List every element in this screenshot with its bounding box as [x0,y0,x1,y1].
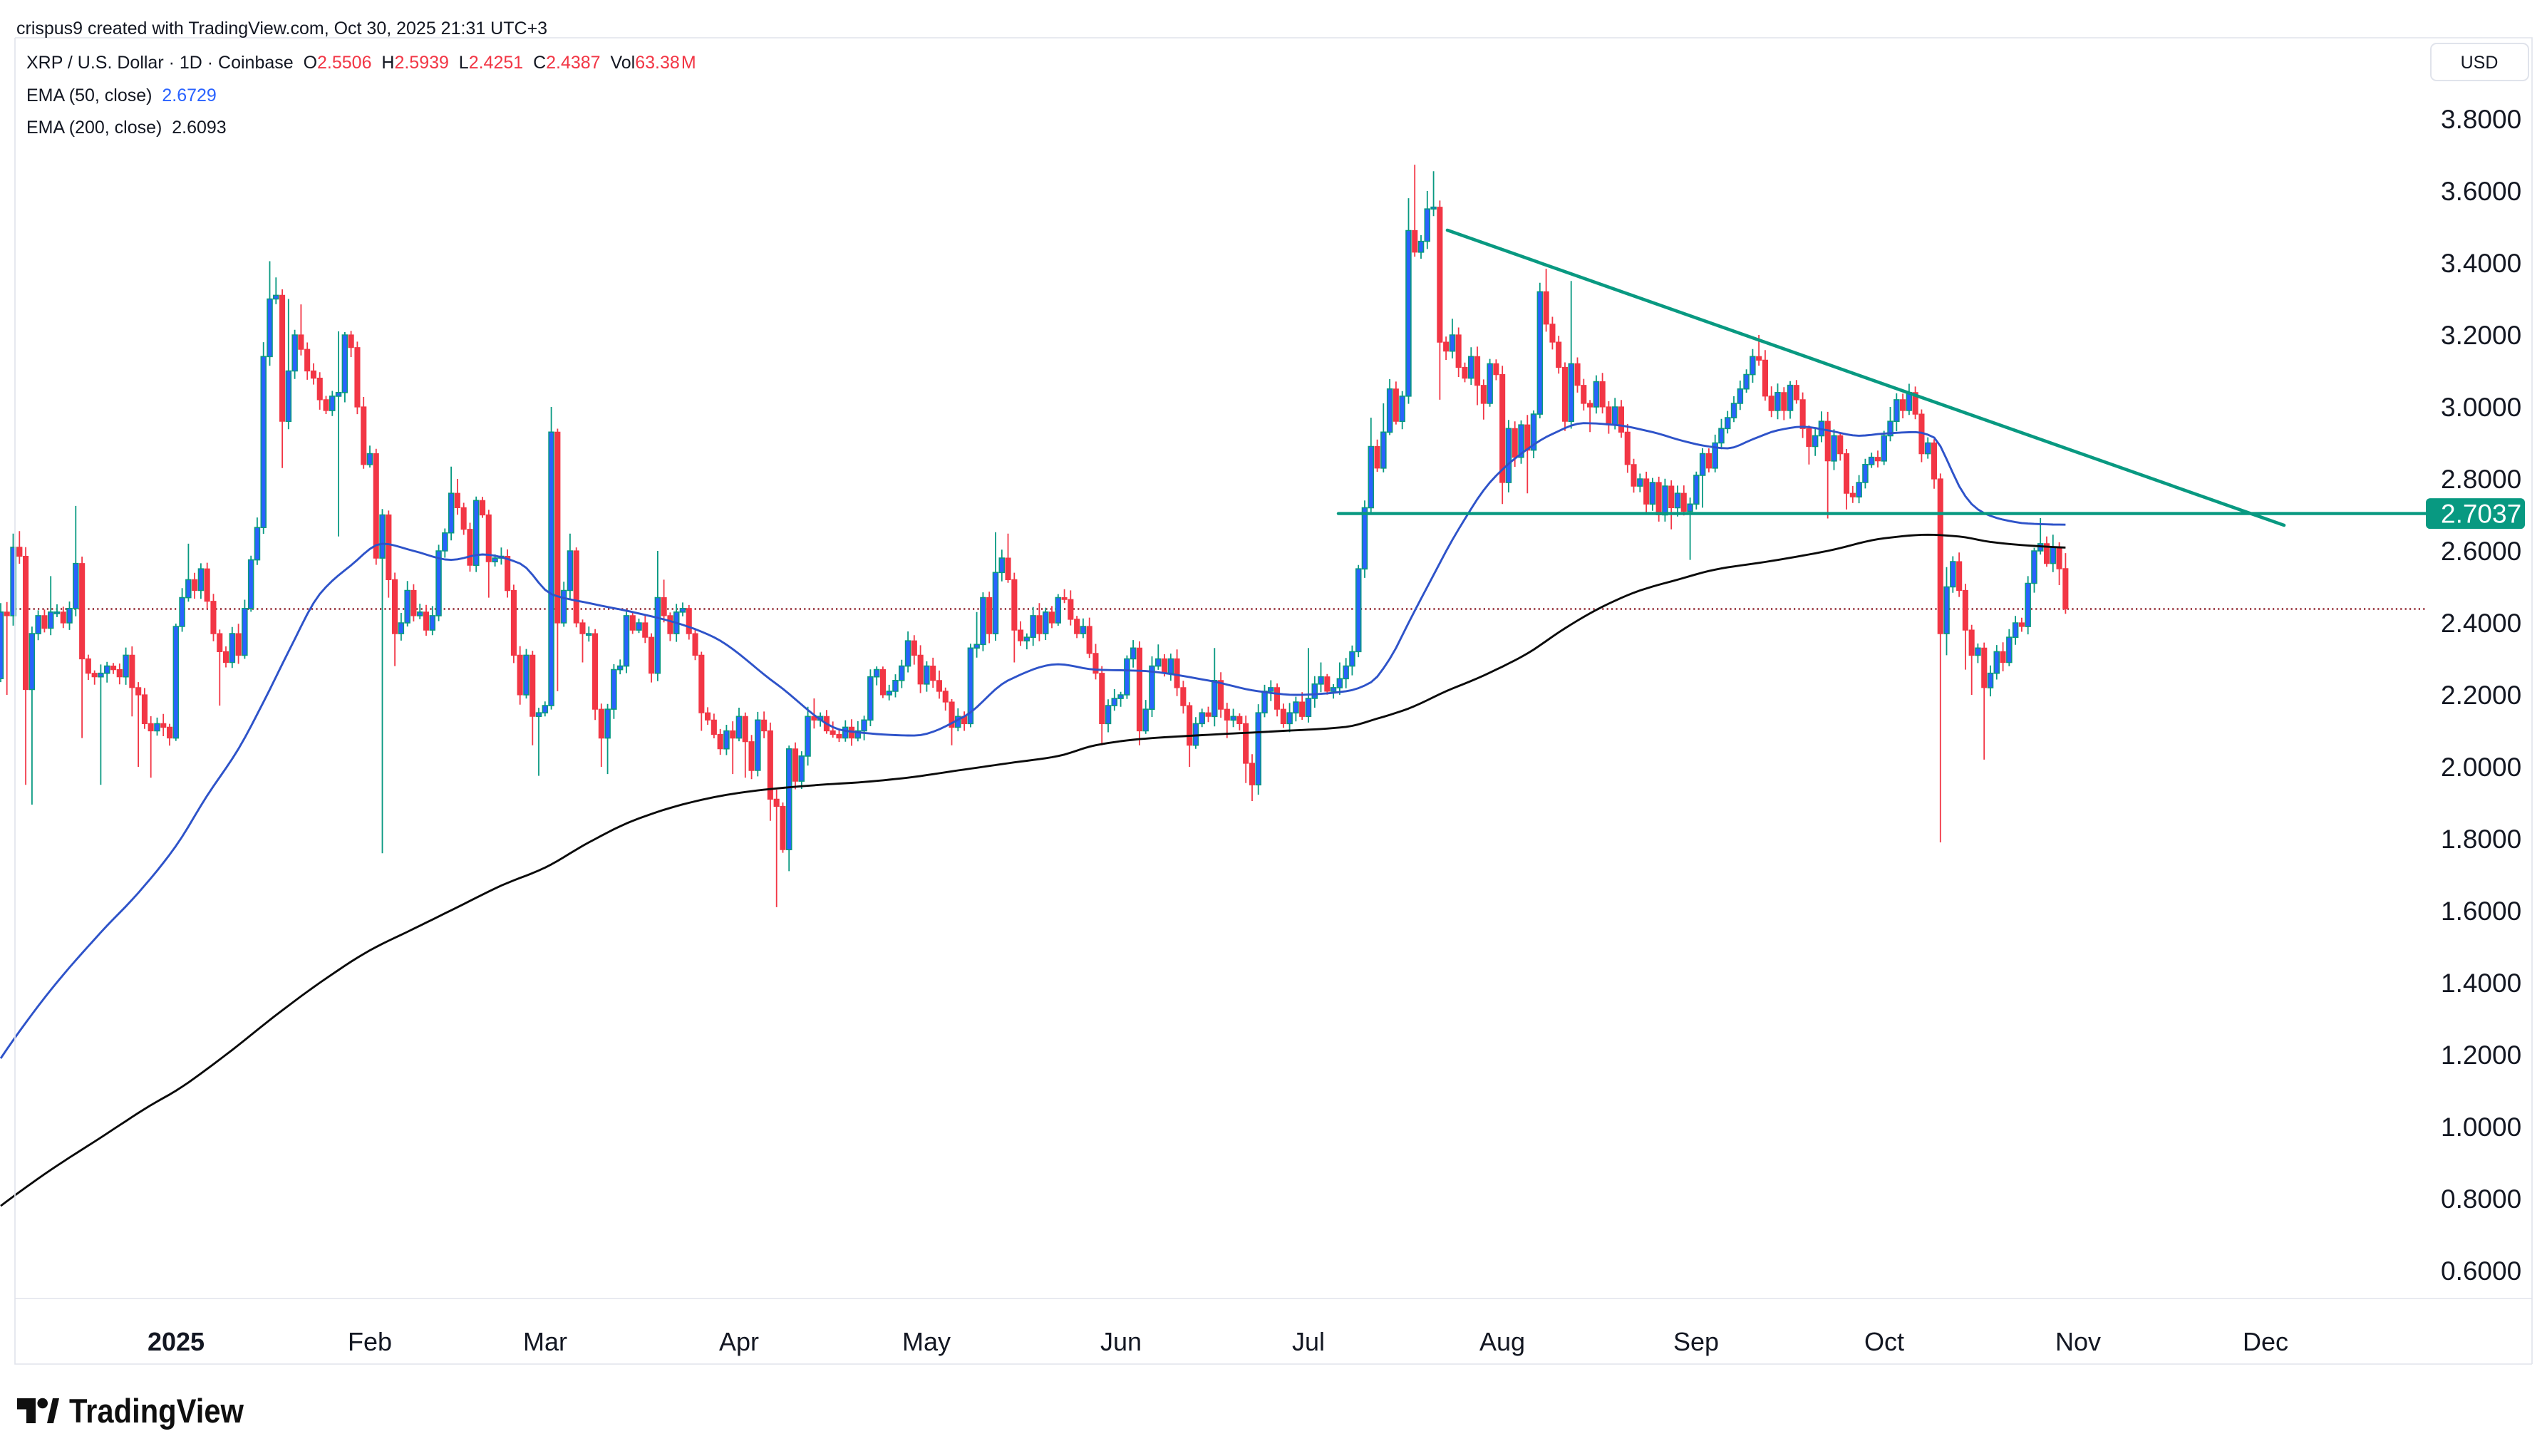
svg-text:3.2000: 3.2000 [2441,321,2521,350]
svg-text:Apr: Apr [719,1327,759,1356]
svg-text:Oct: Oct [1864,1327,1904,1356]
svg-text:Nov: Nov [2055,1327,2101,1356]
svg-text:0.6000: 0.6000 [2441,1256,2521,1286]
svg-text:Sep: Sep [1673,1327,1719,1356]
svg-text:2.2000: 2.2000 [2441,681,2521,710]
svg-text:2.7037: 2.7037 [2441,500,2521,529]
svg-text:1.0000: 1.0000 [2441,1112,2521,1142]
svg-text:3.6000: 3.6000 [2441,177,2521,206]
svg-text:2.6000: 2.6000 [2441,537,2521,566]
svg-text:Jun: Jun [1100,1327,1142,1356]
svg-text:May: May [902,1327,951,1356]
svg-text:1.6000: 1.6000 [2441,897,2521,926]
svg-text:TradingView: TradingView [69,1392,244,1430]
svg-text:2.0000: 2.0000 [2441,753,2521,782]
svg-text:1.4000: 1.4000 [2441,969,2521,998]
svg-text:3.0000: 3.0000 [2441,393,2521,422]
svg-text:crispus9 created with TradingV: crispus9 created with TradingView.com, O… [16,19,547,38]
svg-text:Feb: Feb [348,1327,392,1356]
svg-text:XRP / U.S. Dollar · 1D · Coinb: XRP / U.S. Dollar · 1D · Coinbase O2.550… [26,53,696,73]
svg-text:Aug: Aug [1479,1327,1525,1356]
svg-text:3.4000: 3.4000 [2441,249,2521,278]
svg-text:EMA (200, close) 2.6093: EMA (200, close) 2.6093 [26,118,227,138]
svg-text:2.4000: 2.4000 [2441,609,2521,638]
svg-text:1.8000: 1.8000 [2441,825,2521,854]
svg-text:2025: 2025 [148,1327,205,1356]
svg-text:Mar: Mar [523,1327,567,1356]
svg-text:0.8000: 0.8000 [2441,1184,2521,1214]
svg-text:USD: USD [2461,53,2499,73]
svg-text:Jul: Jul [1292,1327,1325,1356]
svg-text:3.8000: 3.8000 [2441,105,2521,134]
svg-text:1.2000: 1.2000 [2441,1041,2521,1070]
svg-text:Dec: Dec [2243,1327,2288,1356]
svg-text:EMA (50, close) 2.6729: EMA (50, close) 2.6729 [26,86,217,105]
svg-text:2.8000: 2.8000 [2441,465,2521,494]
